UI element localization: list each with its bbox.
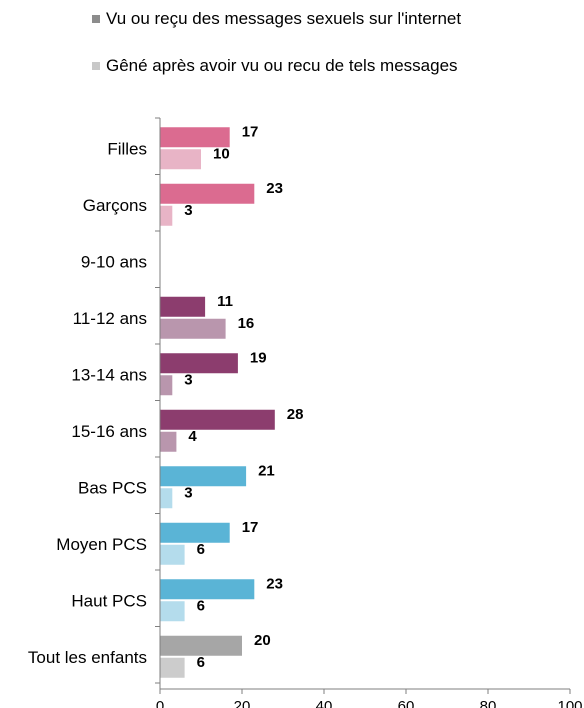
bar-upset	[160, 375, 173, 396]
data-label: 10	[213, 145, 230, 162]
bar-upset	[160, 657, 185, 678]
bar-upset	[160, 488, 173, 509]
data-label: 6	[197, 654, 205, 671]
data-label: 23	[266, 180, 283, 197]
bar-upset	[160, 601, 185, 622]
data-label: 3	[184, 484, 192, 501]
category-label: Filles	[107, 139, 147, 158]
bar-seen	[160, 466, 247, 487]
category-label: Moyen PCS	[56, 535, 147, 554]
data-label: 28	[287, 406, 304, 423]
bar-upset	[160, 205, 173, 226]
legend-item-upset: Gêné après avoir vu ou recu de tels mess…	[92, 55, 458, 77]
bar-seen	[160, 127, 230, 148]
bar-seen	[160, 522, 230, 543]
category-label: 15-16 ans	[71, 422, 147, 441]
x-tick-label: 20	[234, 698, 251, 708]
legend-swatch-seen	[92, 15, 100, 23]
bar-upset	[160, 544, 185, 565]
category-label: Garçons	[83, 196, 147, 215]
category-label: 9-10 ans	[81, 252, 147, 271]
bar-upset	[160, 431, 177, 452]
bar-upset	[160, 318, 226, 339]
x-tick-label: 0	[156, 698, 164, 708]
data-label: 6	[197, 597, 205, 614]
x-tick-label: 60	[398, 698, 415, 708]
x-tick-label: 80	[480, 698, 497, 708]
data-label: 20	[254, 632, 271, 649]
bar-upset	[160, 149, 201, 170]
data-label: 23	[266, 575, 283, 592]
data-label: 3	[184, 371, 192, 388]
data-label: 17	[242, 123, 259, 140]
category-label: Tout les enfants	[28, 648, 147, 667]
category-label: 13-14 ans	[71, 365, 147, 384]
legend-label-upset: Gêné après avoir vu ou recu de tels mess…	[106, 56, 458, 75]
bar-seen	[160, 353, 238, 374]
category-label: 11-12 ans	[73, 309, 147, 328]
category-label: Bas PCS	[78, 478, 147, 497]
legend-item-seen: Vu ou reçu des messages sexuels sur l'in…	[92, 8, 461, 30]
data-label: 11	[217, 293, 233, 310]
data-label: 21	[258, 462, 275, 479]
bar-seen	[160, 183, 255, 204]
bar-seen	[160, 635, 242, 656]
data-label: 4	[188, 428, 197, 445]
bar-seen	[160, 579, 255, 600]
data-label: 6	[197, 541, 205, 558]
category-label: Haut PCS	[71, 591, 147, 610]
data-label: 17	[242, 519, 259, 536]
legend-swatch-upset	[92, 62, 100, 70]
bar-seen	[160, 409, 275, 430]
data-label: 16	[238, 315, 255, 332]
data-label: 19	[250, 349, 267, 366]
bar-seen	[160, 296, 206, 317]
data-label: 3	[184, 202, 192, 219]
legend-label-seen: Vu ou reçu des messages sexuels sur l'in…	[106, 9, 462, 28]
x-tick-label: 100	[557, 698, 582, 708]
x-tick-label: 40	[316, 698, 333, 708]
